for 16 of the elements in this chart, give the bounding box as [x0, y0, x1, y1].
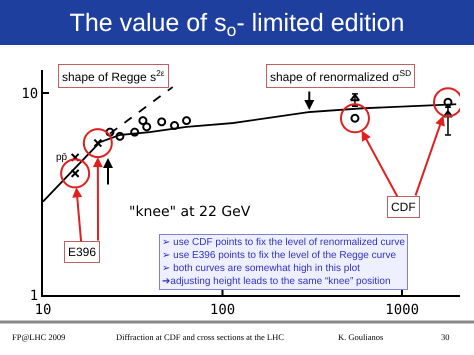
text: Diffraction at CDF and cross sections at the LHC	[116, 332, 284, 342]
text: FP@LHC 2009	[12, 332, 66, 342]
y-tick-label: 1	[30, 288, 38, 304]
annotation: shape of renormalized σ$^{SD}$	[270, 68, 412, 84]
text: K. Goulianos	[338, 332, 384, 342]
annotation: "knee" at 22 GeV	[129, 204, 251, 220]
annotation: shape of Regge s$^{2ε}$	[62, 68, 165, 84]
annotation: ➢ use CDF points to fix the level of renormalized curve ➢ use E396 points to fix the level of the Regge curve ➢ both curves are somewhat high in this plot ➔adjusting height leads to the same “knee” position	[162, 237, 406, 287]
annotation: CDF	[391, 200, 416, 214]
text: 30	[441, 332, 450, 342]
x-tick-label: 100	[210, 302, 236, 318]
x-tick-label: 10	[34, 302, 52, 318]
annotation: pp̄	[56, 152, 68, 163]
x-tick-label: 1000	[385, 302, 419, 318]
chart-title: The value of s$_{o}$- limited edition	[70, 8, 404, 40]
annotation: E396	[68, 245, 96, 259]
